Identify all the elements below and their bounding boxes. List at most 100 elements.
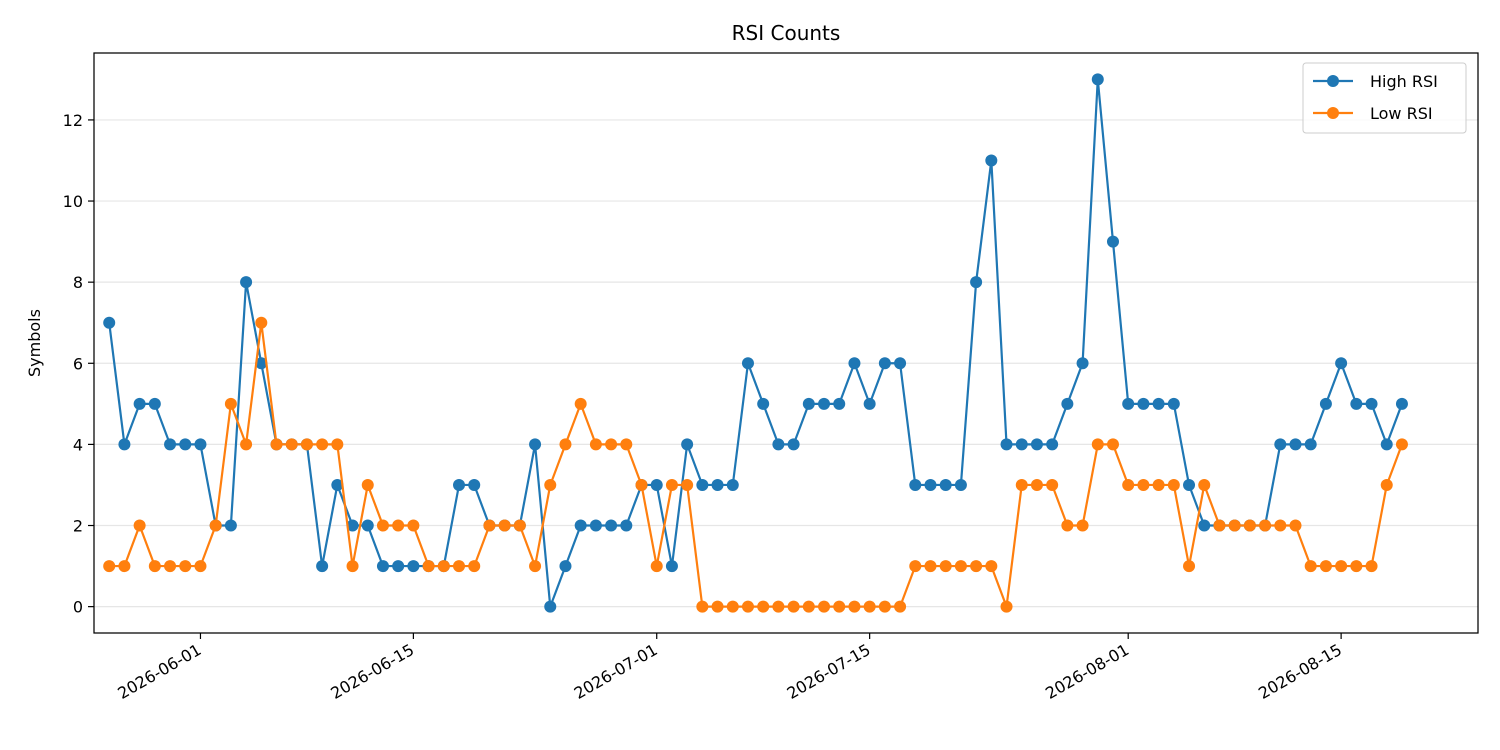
chart-title: RSI Counts xyxy=(732,21,841,45)
data-point xyxy=(194,560,207,573)
data-point xyxy=(544,478,557,491)
data-point xyxy=(605,519,618,532)
legend: High RSI Low RSI xyxy=(1302,62,1467,134)
data-point xyxy=(1106,235,1119,248)
data-point xyxy=(1304,560,1317,573)
data-point xyxy=(1091,438,1104,451)
legend-label: High RSI xyxy=(1370,72,1438,91)
data-point xyxy=(1076,357,1089,370)
data-point xyxy=(1167,397,1180,410)
data-point xyxy=(392,519,405,532)
data-point xyxy=(498,519,511,532)
data-point xyxy=(1380,438,1393,451)
data-point xyxy=(316,560,329,573)
data-point xyxy=(863,600,876,613)
y-tick-label: 4 xyxy=(73,435,83,454)
data-point xyxy=(650,478,663,491)
data-point xyxy=(848,600,861,613)
data-point xyxy=(1228,519,1241,532)
data-point xyxy=(954,478,967,491)
data-point xyxy=(711,478,724,491)
series-layer xyxy=(103,73,1408,613)
data-point xyxy=(1183,560,1196,573)
data-point xyxy=(1365,560,1378,573)
data-point xyxy=(483,519,496,532)
data-point xyxy=(970,560,983,573)
data-point xyxy=(376,560,389,573)
data-point xyxy=(1319,397,1332,410)
data-point xyxy=(1000,600,1013,613)
data-point xyxy=(620,519,633,532)
data-point xyxy=(772,600,785,613)
data-point xyxy=(1122,478,1135,491)
data-point xyxy=(240,438,253,451)
data-point xyxy=(118,438,131,451)
y-tick-label: 2 xyxy=(73,517,83,536)
data-point xyxy=(148,560,161,573)
data-point xyxy=(1243,519,1256,532)
y-axis-title: Symbols xyxy=(25,309,44,377)
data-point xyxy=(194,438,207,451)
data-point xyxy=(544,600,557,613)
data-point xyxy=(422,560,435,573)
data-point xyxy=(681,438,694,451)
series-low-rsi xyxy=(103,316,1408,613)
data-point xyxy=(255,357,268,370)
legend-label: Low RSI xyxy=(1370,104,1433,123)
data-point xyxy=(757,600,770,613)
data-point xyxy=(437,560,450,573)
data-point xyxy=(133,397,146,410)
data-point xyxy=(878,600,891,613)
data-point xyxy=(103,560,116,573)
data-point xyxy=(605,438,618,451)
data-point xyxy=(1046,438,1059,451)
data-point xyxy=(118,560,131,573)
data-point xyxy=(453,560,466,573)
data-point xyxy=(863,397,876,410)
data-point xyxy=(164,560,177,573)
data-point xyxy=(939,478,952,491)
data-point xyxy=(985,560,998,573)
data-point xyxy=(924,478,937,491)
data-point xyxy=(1152,397,1165,410)
data-point xyxy=(726,478,739,491)
y-tick-label: 6 xyxy=(73,354,83,373)
data-point xyxy=(1015,478,1028,491)
data-point xyxy=(665,560,678,573)
data-point xyxy=(1152,478,1165,491)
data-point xyxy=(757,397,770,410)
data-point xyxy=(848,357,861,370)
data-point xyxy=(1137,478,1150,491)
y-tick-label: 10 xyxy=(63,192,83,211)
data-point xyxy=(240,276,253,289)
data-point xyxy=(985,154,998,167)
data-point xyxy=(1395,397,1408,410)
data-point xyxy=(103,316,116,329)
data-point xyxy=(878,357,891,370)
data-point xyxy=(529,438,542,451)
data-point xyxy=(787,438,800,451)
data-point xyxy=(361,519,374,532)
data-point xyxy=(559,438,572,451)
data-point xyxy=(1350,560,1363,573)
data-point xyxy=(1030,478,1043,491)
data-point xyxy=(1304,438,1317,451)
data-point xyxy=(148,397,161,410)
data-point xyxy=(696,600,709,613)
data-point xyxy=(1137,397,1150,410)
data-point xyxy=(331,438,344,451)
data-point xyxy=(1395,438,1408,451)
data-point xyxy=(1000,438,1013,451)
data-point xyxy=(620,438,633,451)
data-point xyxy=(224,519,237,532)
data-point xyxy=(909,478,922,491)
data-point xyxy=(1198,478,1211,491)
data-point xyxy=(346,519,359,532)
data-point xyxy=(453,478,466,491)
data-point xyxy=(468,478,481,491)
data-point xyxy=(909,560,922,573)
data-point xyxy=(711,600,724,613)
data-point xyxy=(802,600,815,613)
